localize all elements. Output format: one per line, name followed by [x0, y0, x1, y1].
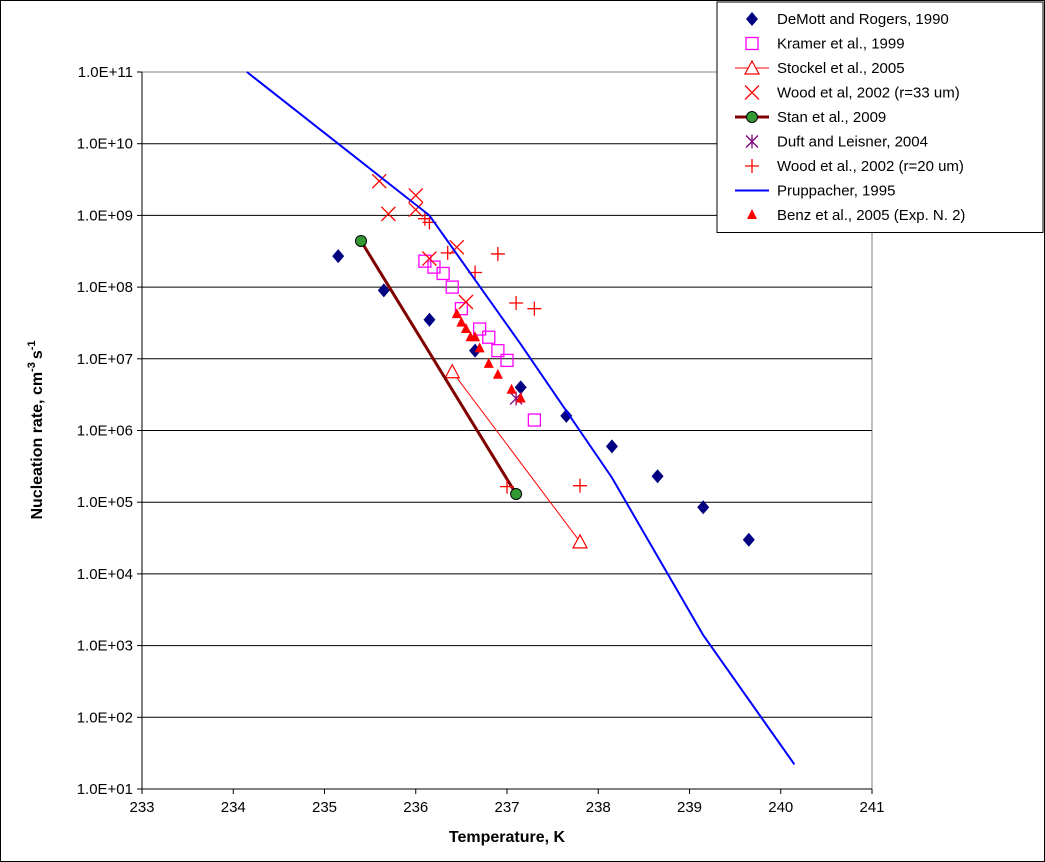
x-tick-label: 239	[677, 799, 702, 816]
y-tick-label: 1.0E+01	[77, 781, 133, 798]
x-tick-label: 236	[403, 799, 428, 816]
y-tick-label: 1.0E+10	[77, 136, 133, 153]
legend-item: Wood et al., 2002 (r=20 um)	[745, 158, 964, 175]
x-tick-label: 233	[129, 799, 154, 816]
data-point	[356, 235, 367, 246]
y-axis-title-sup1: -3	[26, 362, 38, 372]
legend-label: Benz et al., 2005 (Exp. N. 2)	[777, 207, 965, 224]
y-tick-label: 1.0E+03	[77, 638, 133, 655]
x-tick-label: 234	[221, 799, 246, 816]
y-tick-label: 1.0E+05	[77, 494, 133, 511]
x-tick-label: 240	[768, 799, 793, 816]
legend-label: Duft and Leisner, 2004	[777, 134, 928, 151]
legend: DeMott and Rogers, 1990 Kramer et al., 19…	[717, 2, 1043, 233]
legend-label: Pruppacher, 1995	[777, 183, 895, 200]
y-tick-label: 1.0E+08	[77, 279, 133, 296]
legend-label: Stan et al., 2009	[777, 109, 886, 126]
legend-label: Wood et al, 2002 (r=33 um)	[777, 85, 960, 102]
legend-marker	[747, 112, 758, 123]
legend-item: Benz et al., 2005 (Exp. N. 2)	[747, 207, 965, 224]
x-axis-title: Temperature, K	[449, 829, 566, 846]
y-axis-title-mid: s	[29, 350, 46, 359]
y-tick-label: 1.0E+02	[77, 709, 133, 726]
y-tick-label: 1.0E+11	[78, 64, 133, 81]
x-tick-label: 235	[312, 799, 337, 816]
y-tick-label: 1.0E+04	[77, 566, 133, 583]
legend-item: Wood et al, 2002 (r=33 um)	[745, 85, 960, 102]
y-axis-title-main: Nucleation rate, cm	[29, 372, 46, 520]
x-tick-label: 238	[586, 799, 611, 816]
legend-label: Kramer et al., 1999	[777, 36, 905, 53]
data-point	[511, 489, 522, 500]
legend-label: Stockel et al., 2005	[777, 60, 905, 77]
x-tick-label: 237	[494, 799, 519, 816]
y-tick-label: 1.0E+09	[77, 207, 133, 224]
legend-label: Wood et al., 2002 (r=20 um)	[777, 158, 964, 175]
legend-label: DeMott and Rogers, 1990	[777, 11, 949, 28]
x-tick-label: 241	[859, 799, 884, 816]
y-tick-label: 1.0E+06	[77, 423, 133, 440]
legend-item: DeMott and Rogers, 1990	[746, 11, 949, 28]
y-tick-label: 1.0E+07	[77, 351, 133, 368]
y-axis-title-sup2: -1	[26, 340, 38, 350]
